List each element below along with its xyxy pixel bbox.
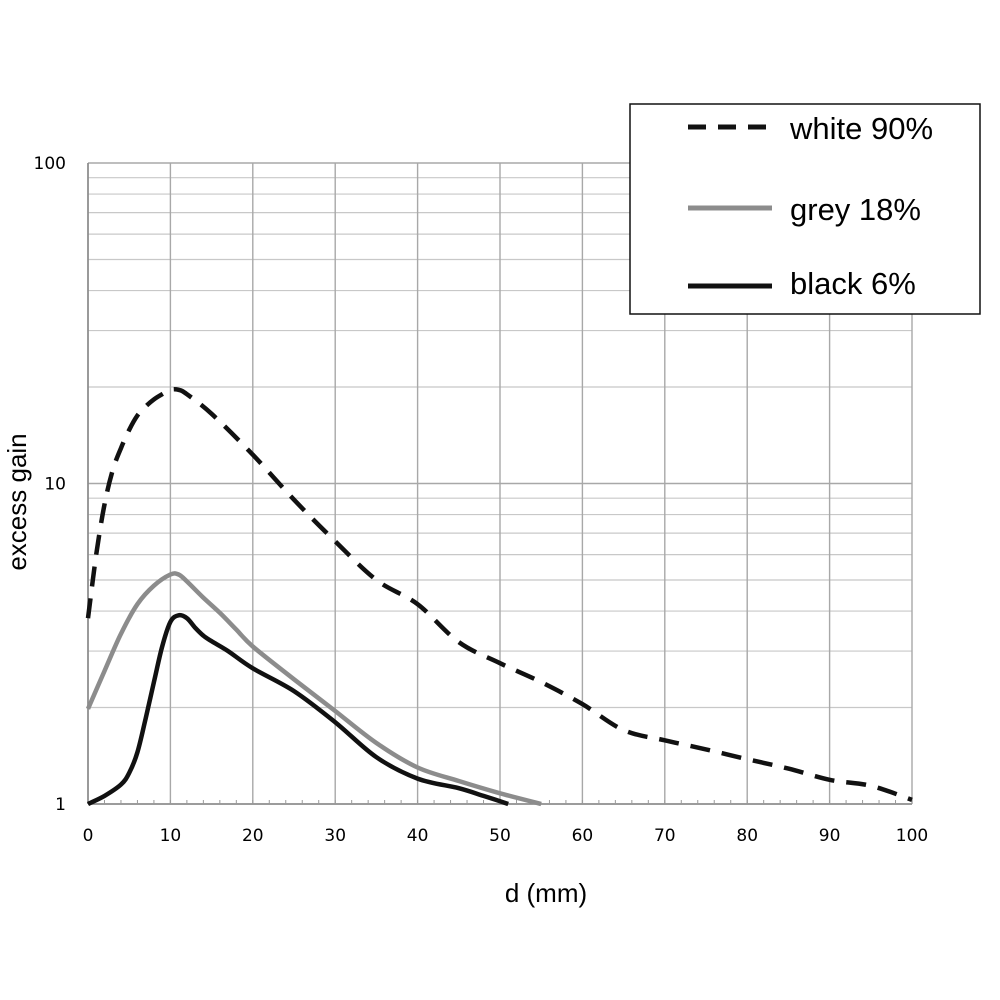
y-tick-label: 10 bbox=[44, 475, 66, 495]
series-white-90 bbox=[85, 387, 913, 803]
x-tick-labels: 0 10 20 30 40 50 60 70 80 90 100 bbox=[83, 826, 929, 846]
legend-label-black-6: black 6% bbox=[790, 266, 916, 301]
x-tick-label: 60 bbox=[572, 826, 594, 846]
x-tick-label: 50 bbox=[489, 826, 511, 846]
y-axis-title: excess gain bbox=[2, 433, 32, 570]
legend-label-white-90: white 90% bbox=[789, 111, 933, 146]
legend: white 90% grey 18% black 6% bbox=[629, 103, 981, 315]
x-tick-label: 80 bbox=[736, 826, 758, 846]
series-grey-18 bbox=[85, 571, 542, 807]
x-tick-label: 0 bbox=[83, 826, 94, 846]
x-tick-label: 90 bbox=[819, 826, 841, 846]
legend-label-grey-18: grey 18% bbox=[790, 192, 921, 227]
plot-frame bbox=[87, 163, 913, 805]
x-axis-title: d (mm) bbox=[505, 878, 587, 908]
x-tick-label: 30 bbox=[324, 826, 346, 846]
y-tick-labels: 1 10 100 bbox=[34, 154, 66, 815]
series-layer bbox=[85, 387, 913, 807]
x-tick-label: 20 bbox=[242, 826, 264, 846]
y-tick-label: 1 bbox=[55, 795, 66, 815]
x-tick-label: 10 bbox=[160, 826, 182, 846]
y-tick-label: 100 bbox=[34, 154, 66, 174]
x-tick-label: 40 bbox=[407, 826, 429, 846]
series-black-6 bbox=[86, 612, 509, 807]
x-tick-label: 100 bbox=[896, 826, 928, 846]
x-tick-label: 70 bbox=[654, 826, 676, 846]
